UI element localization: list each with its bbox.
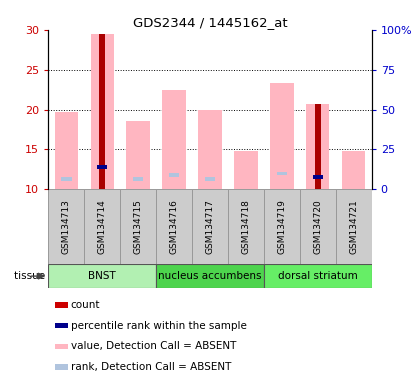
Bar <box>55 302 68 308</box>
Text: GSM134721: GSM134721 <box>349 199 358 254</box>
Bar <box>264 264 372 288</box>
Bar <box>91 34 114 189</box>
Bar <box>133 177 143 180</box>
Bar <box>169 174 179 177</box>
Text: GSM134719: GSM134719 <box>277 199 286 254</box>
Bar <box>300 189 336 264</box>
Text: GSM134718: GSM134718 <box>241 199 250 254</box>
Bar <box>336 189 372 264</box>
Text: GSM134715: GSM134715 <box>134 199 143 254</box>
Bar <box>277 172 287 175</box>
Bar <box>156 264 264 288</box>
Text: GSM134717: GSM134717 <box>205 199 215 254</box>
Text: dorsal striatum: dorsal striatum <box>278 271 358 281</box>
Text: tissue: tissue <box>14 271 48 281</box>
Bar <box>55 344 68 349</box>
Bar <box>234 151 257 189</box>
Text: GSM134720: GSM134720 <box>313 199 322 254</box>
Bar <box>55 323 68 328</box>
Bar <box>192 189 228 264</box>
Bar <box>61 177 71 180</box>
Bar <box>312 175 323 179</box>
Bar <box>126 121 150 189</box>
Text: GSM134713: GSM134713 <box>62 199 71 254</box>
Bar <box>120 189 156 264</box>
Text: nucleus accumbens: nucleus accumbens <box>158 271 262 281</box>
Text: GSM134714: GSM134714 <box>98 199 107 254</box>
Bar <box>163 90 186 189</box>
Text: BNST: BNST <box>88 271 116 281</box>
Bar <box>228 189 264 264</box>
Text: GSM134716: GSM134716 <box>170 199 178 254</box>
Bar <box>99 34 105 189</box>
Text: count: count <box>71 300 100 310</box>
Text: value, Detection Call = ABSENT: value, Detection Call = ABSENT <box>71 341 236 351</box>
Bar <box>97 165 108 169</box>
Bar <box>306 104 329 189</box>
Text: percentile rank within the sample: percentile rank within the sample <box>71 321 247 331</box>
Bar <box>84 189 120 264</box>
Bar <box>342 151 365 189</box>
Bar <box>315 104 321 189</box>
Title: GDS2344 / 1445162_at: GDS2344 / 1445162_at <box>133 16 287 29</box>
Bar <box>198 110 222 189</box>
Text: rank, Detection Call = ABSENT: rank, Detection Call = ABSENT <box>71 362 231 372</box>
Bar <box>55 112 78 189</box>
Bar <box>205 177 215 180</box>
Bar <box>264 189 300 264</box>
Bar <box>156 189 192 264</box>
Bar <box>48 189 84 264</box>
Bar <box>270 83 294 189</box>
Bar <box>48 264 156 288</box>
Bar <box>55 364 68 370</box>
